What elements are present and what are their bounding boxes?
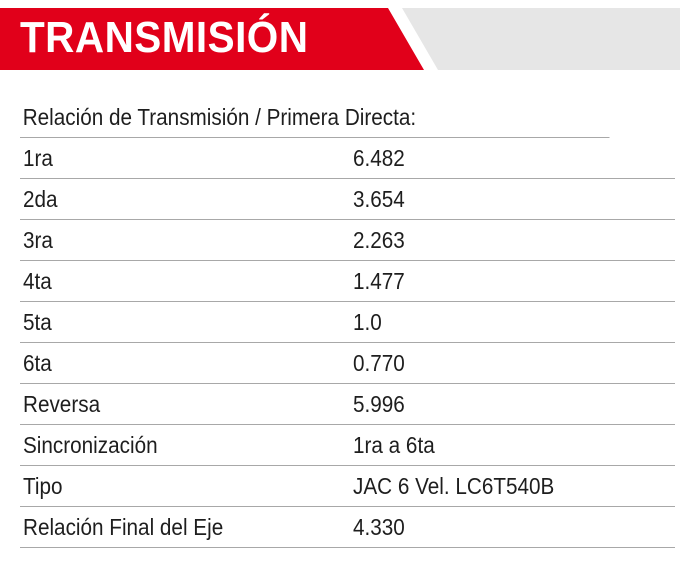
row-label: 5ta [23, 309, 52, 335]
table-row: 3ra 2.263 [20, 220, 675, 261]
row-value: 0.770 [353, 350, 405, 376]
section-title: TRANSMISIÓN [20, 13, 309, 62]
row-label: 2da [23, 186, 58, 212]
row-value: 1.477 [353, 268, 405, 294]
table-row: 4ta 1.477 [20, 261, 675, 302]
banner-red-tab [0, 8, 424, 70]
row-label: 1ra [23, 145, 53, 171]
spec-table: Relación de Transmisión / Primera Direct… [20, 97, 675, 548]
table-row: Reversa 5.996 [20, 384, 675, 425]
row-value: 1ra a 6ta [353, 432, 435, 458]
row-value: JAC 6 Vel. LC6T540B [353, 473, 555, 499]
row-label: 4ta [23, 268, 52, 294]
row-value: 4.330 [353, 514, 405, 540]
row-label: Relación Final del Eje [23, 514, 224, 540]
row-label: Tipo [23, 473, 63, 499]
banner-shape [0, 8, 680, 70]
row-label: 3ra [23, 227, 53, 253]
row-label: Reversa [23, 391, 101, 417]
row-value: 3.654 [353, 186, 405, 212]
row-label: Sincronización [23, 432, 158, 458]
row-label: 6ta [23, 350, 52, 376]
row-value: 6.482 [353, 145, 405, 171]
row-value: 1.0 [353, 309, 382, 335]
table-row: Tipo JAC 6 Vel. LC6T540B [20, 466, 675, 507]
section-banner: TRANSMISIÓN [0, 0, 680, 76]
table-row: 2da 3.654 [20, 179, 675, 220]
table-row: 6ta 0.770 [20, 343, 675, 384]
table-row: Sincronización 1ra a 6ta [20, 425, 675, 466]
table-header: Relación de Transmisión / Primera Direct… [20, 97, 610, 138]
table-row: 5ta 1.0 [20, 302, 675, 343]
banner-gray-stripe [402, 8, 680, 70]
row-value: 2.263 [353, 227, 405, 253]
row-value: 5.996 [353, 391, 405, 417]
table-row: 1ra 6.482 [20, 138, 675, 179]
table-row: Relación Final del Eje 4.330 [20, 507, 675, 548]
